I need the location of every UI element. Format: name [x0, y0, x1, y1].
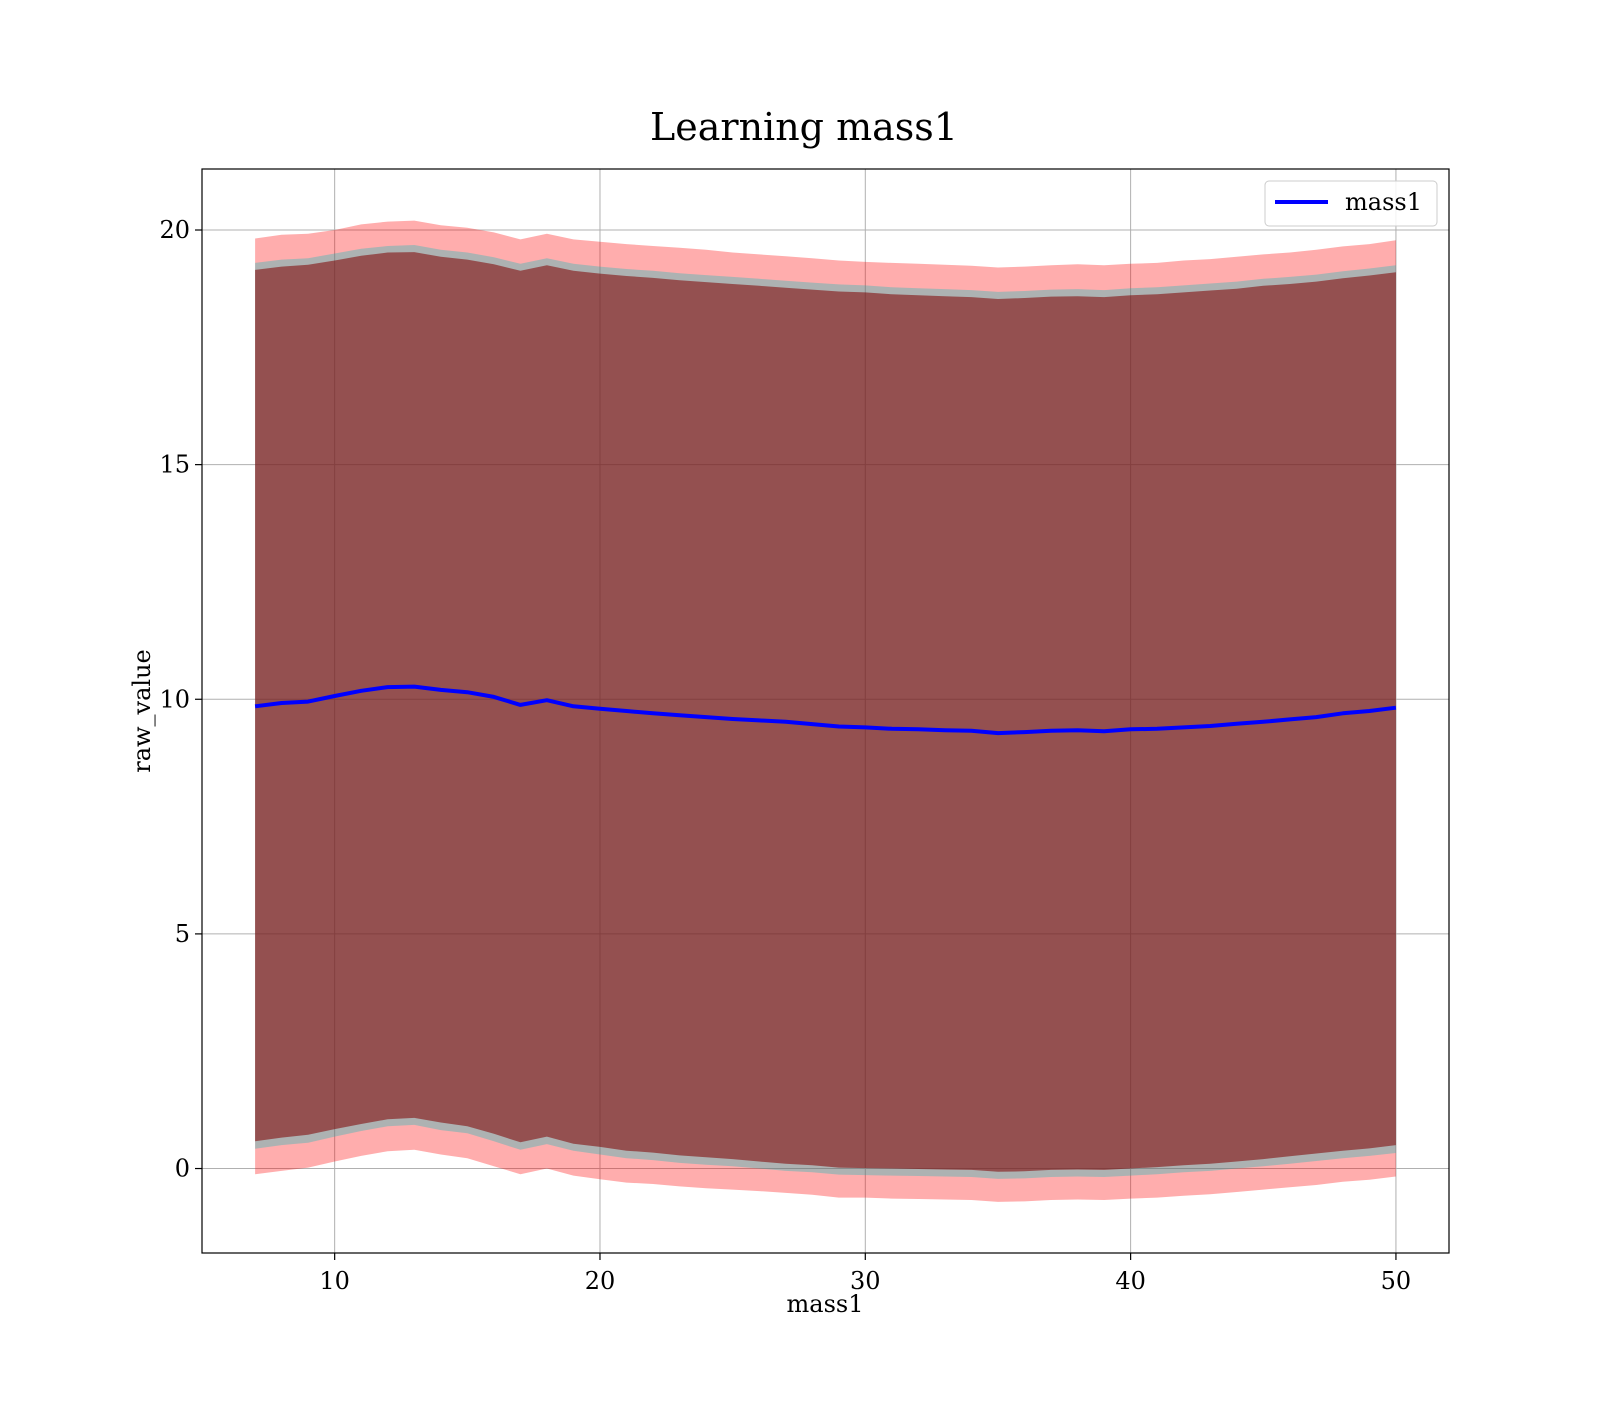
legend-box: [1264, 180, 1438, 227]
x-tick-label: 20: [585, 1267, 616, 1295]
x-tick-label: 50: [1381, 1267, 1412, 1295]
y-tick-label: 0: [175, 1155, 190, 1183]
tick-layer: 10 20 30 40 50 0 5 10 15 20: [159, 216, 1411, 1295]
x-tick-label: 40: [1115, 1267, 1146, 1295]
y-tick-label: 5: [175, 920, 190, 948]
y-tick-label: 10: [159, 685, 190, 713]
band-layer: [255, 220, 1396, 1202]
plot-frame: [201, 168, 1450, 1254]
y-tick-label: 20: [159, 216, 190, 244]
confidence-band-3: [255, 252, 1396, 1172]
legend-label-mass1: mass1: [1345, 188, 1422, 216]
chart-title: Learning mass1: [650, 105, 958, 149]
x-tick-label: 10: [319, 1267, 350, 1295]
x-axis-label: mass1: [787, 1290, 864, 1318]
series-line-mass1: [254, 684, 1397, 736]
line-layer: [254, 684, 1397, 736]
y-tick-label: 15: [159, 451, 190, 479]
x-tick-label: 30: [850, 1267, 881, 1295]
legend: mass1: [1264, 180, 1438, 227]
y-axis-label: raw_value: [128, 649, 156, 773]
